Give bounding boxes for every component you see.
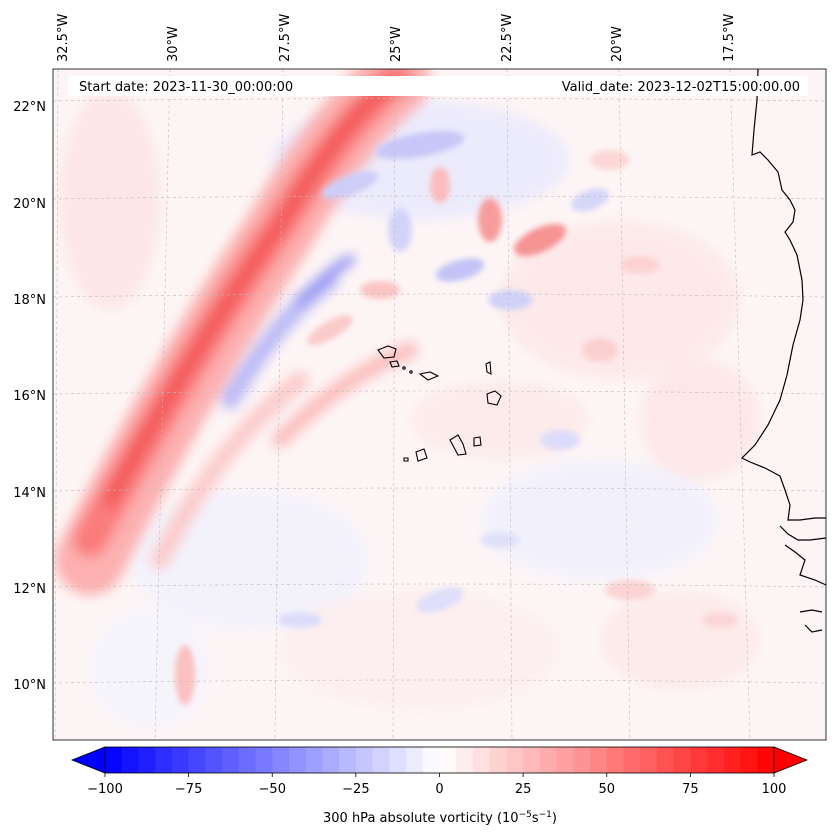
colorbar-step — [171, 747, 190, 773]
colorbar-step — [439, 747, 457, 773]
colorbar-step — [355, 747, 374, 773]
start-date-label: Start date: 2023-11-30_00:00:00 — [79, 80, 293, 95]
vorticity-wave-structure — [175, 130, 738, 705]
colorbar-step — [472, 747, 491, 773]
colorbar-step — [606, 747, 625, 773]
colorbar-step — [489, 747, 508, 773]
lon-label-17-5w: 17.5°W — [722, 14, 737, 62]
colorbar-max-extension — [773, 746, 809, 774]
colorbar-step — [272, 747, 290, 773]
lat-label-20n: 20°N — [13, 197, 46, 212]
lon-label-22-5w: 22.5°W — [500, 14, 515, 62]
colorbar-step — [456, 747, 474, 773]
colorbar-step — [556, 747, 574, 773]
colorbar-step — [121, 747, 140, 773]
colorbar-step — [523, 747, 541, 773]
colorbar-steps — [105, 747, 775, 773]
lon-label-20w: 20°W — [610, 26, 625, 62]
colorbar-tick-label: 50 — [598, 782, 615, 797]
colorbar-tick-label: −75 — [175, 782, 202, 797]
colorbar-step — [339, 747, 357, 773]
colorbar-tick-label: 100 — [762, 782, 787, 797]
colorbar-step — [707, 747, 725, 773]
colorbar-tick-label: −50 — [259, 782, 286, 797]
valid-date-label: Valid_date: 2023-12-02T15:00:00.00 — [562, 80, 800, 95]
colorbar-tick-label: 75 — [682, 782, 699, 797]
africa-coastline — [740, 69, 826, 521]
colorbar-tick-label: −100 — [87, 782, 123, 797]
colorbar-min-extension — [70, 746, 106, 774]
colorbar-tick-label: −25 — [342, 782, 369, 797]
lat-label-16n: 16°N — [13, 389, 46, 404]
colorbar-step — [188, 747, 206, 773]
lat-label-12n: 12°N — [13, 582, 46, 597]
colorbar-label: 300 hPa absolute vorticity (10−5s−1) — [323, 810, 557, 826]
colorbar-step — [105, 747, 123, 773]
colorbar-step — [506, 747, 524, 773]
lat-label-22n: 22°N — [13, 100, 46, 115]
colorbar-step — [740, 747, 758, 773]
gambia-coastline — [779, 525, 826, 633]
colorbar-step — [255, 747, 273, 773]
longitude-labels: 32.5°W 30°W 27.5°W 25°W 22.5°W 20°W 17.5… — [56, 14, 737, 62]
colorbar-step — [723, 747, 742, 773]
colorbar-step — [389, 747, 407, 773]
map-panel — [53, 69, 826, 740]
map-border — [52, 68, 827, 741]
annotation-bar — [68, 76, 808, 96]
colorbar-step — [623, 747, 641, 773]
colorbar-ticks: −100 −75 −50 −25 0 25 50 75 100 — [87, 773, 786, 797]
colorbar-step — [590, 747, 608, 773]
lon-label-30w: 30°W — [166, 26, 181, 62]
colorbar: −100 −75 −50 −25 0 25 50 75 100 300 hPa absolute… — [70, 746, 809, 826]
colorbar-step — [690, 747, 708, 773]
latitude-labels: 22°N 20°N 18°N 16°N 14°N 12°N 10°N — [13, 100, 46, 693]
colorbar-step — [305, 747, 324, 773]
colorbar-step — [406, 747, 424, 773]
colorbar-step — [205, 747, 223, 773]
colorbar-step — [757, 747, 775, 773]
lon-label-25w: 25°W — [389, 26, 404, 62]
colorbar-step — [422, 747, 441, 773]
lon-label-32-5w: 32.5°W — [56, 14, 71, 62]
colorbar-step — [138, 747, 156, 773]
lat-label-14n: 14°N — [13, 486, 46, 501]
colorbar-step — [372, 747, 390, 773]
graticule — [53, 69, 826, 740]
colorbar-tick-label: 0 — [435, 782, 443, 797]
colorbar-tick-label: 25 — [515, 782, 532, 797]
colorbar-step — [322, 747, 340, 773]
lon-label-27-5w: 27.5°W — [278, 14, 293, 62]
cape-verde-islands — [377, 345, 502, 462]
colorbar-step — [673, 747, 691, 773]
colorbar-step — [238, 747, 257, 773]
colorbar-step — [222, 747, 240, 773]
colorbar-step — [656, 747, 675, 773]
lat-label-18n: 18°N — [13, 293, 46, 308]
colorbar-step — [573, 747, 591, 773]
colorbar-step — [288, 747, 307, 773]
vorticity-background-field — [60, 90, 760, 730]
colorbar-step — [155, 747, 173, 773]
colorbar-step — [640, 747, 658, 773]
vorticity-jet-band — [55, 69, 430, 595]
lat-label-10n: 10°N — [13, 678, 46, 693]
colorbar-step — [539, 747, 558, 773]
